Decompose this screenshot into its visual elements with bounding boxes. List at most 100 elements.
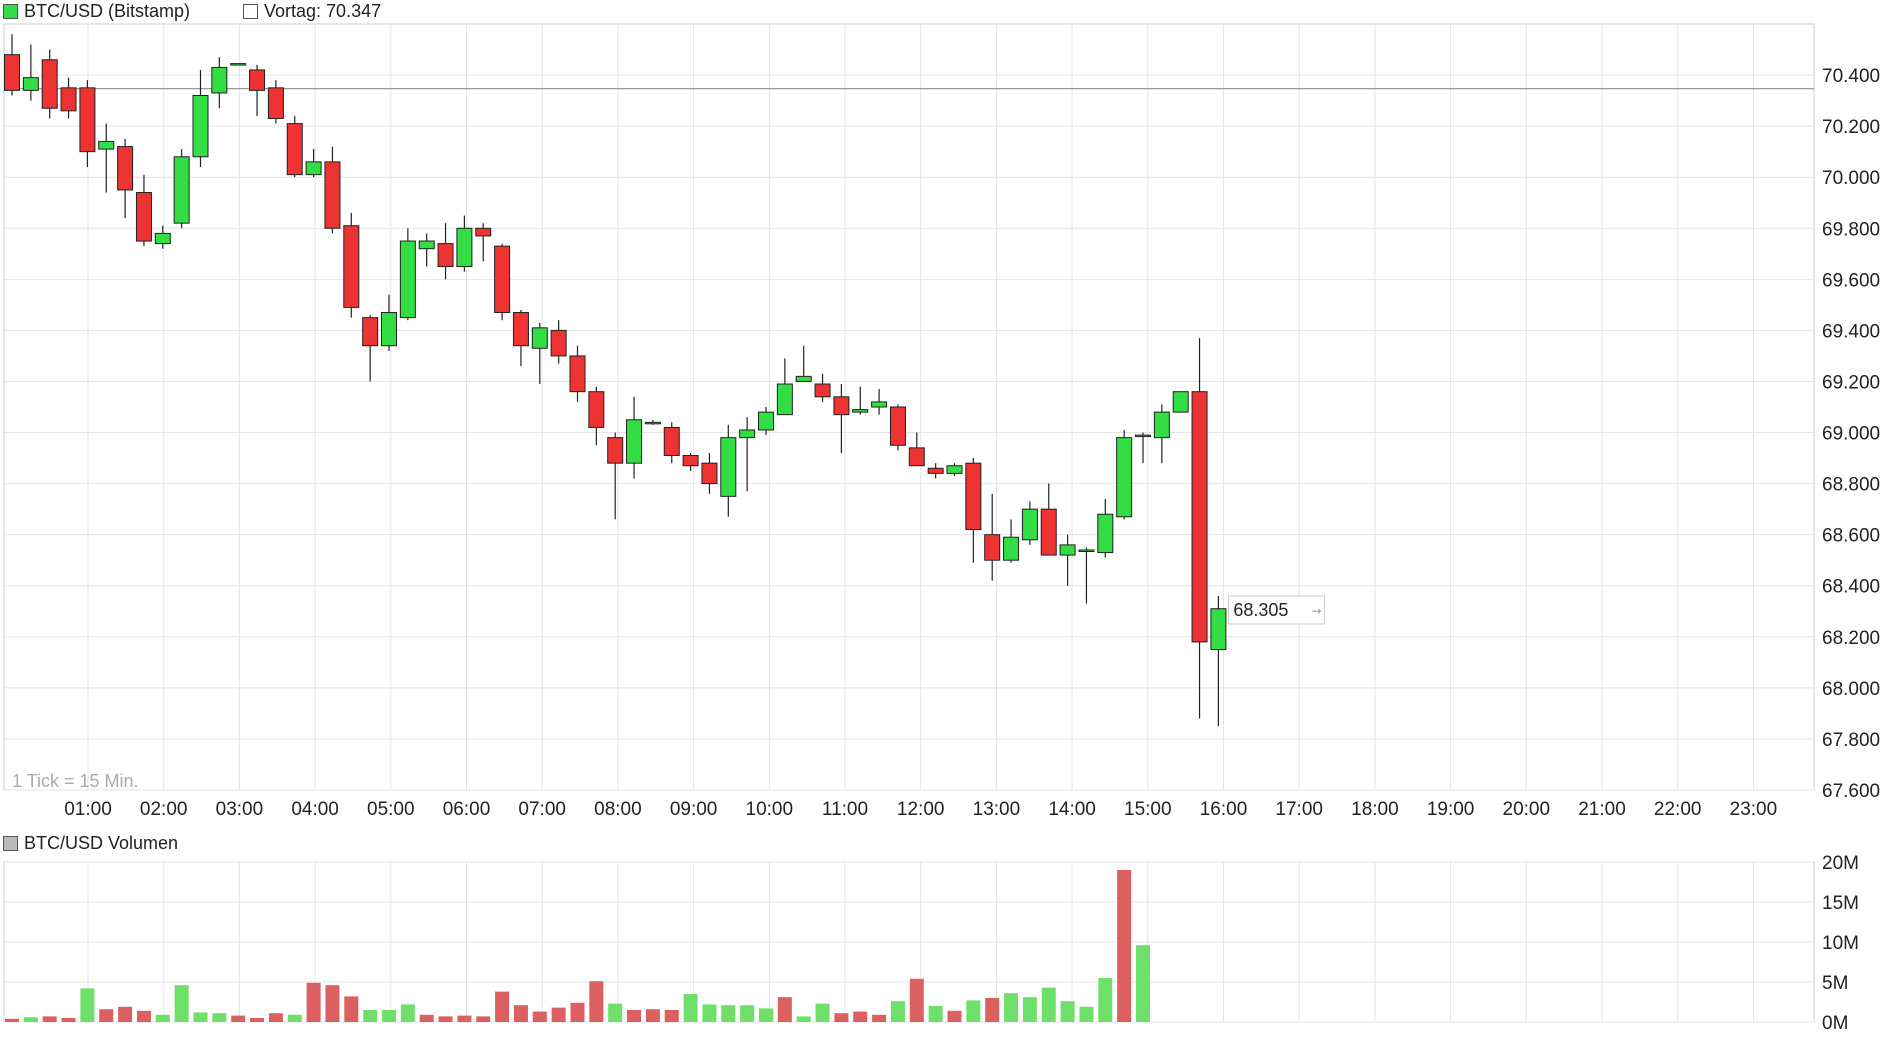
volume-bar — [513, 1005, 528, 1022]
volume-bar — [759, 1008, 773, 1022]
candle — [456, 215, 473, 272]
volume-bar — [99, 1009, 114, 1022]
candle — [814, 373, 831, 402]
candle-body-down — [927, 467, 944, 474]
candle — [1135, 432, 1151, 464]
volume-bar — [589, 981, 604, 1022]
candle-body-up — [211, 66, 228, 94]
volume-bar — [1098, 978, 1113, 1022]
volume-bar — [212, 1013, 227, 1022]
candle — [154, 225, 171, 249]
x-tick-label: 11:00 — [822, 799, 868, 820]
volume-bar — [155, 1014, 170, 1022]
candle — [1003, 519, 1020, 563]
candle-body-up — [230, 63, 247, 66]
candle — [494, 243, 511, 321]
candle-body-up — [1135, 434, 1151, 438]
x-tick-label: 17:00 — [1275, 799, 1323, 820]
volume-bar — [495, 991, 510, 1022]
symbol-label: BTC/USD (Bitstamp) — [24, 1, 191, 21]
volume-bar — [476, 1016, 491, 1022]
candle-body-down — [135, 192, 152, 242]
candle — [644, 419, 661, 425]
volume-bars — [5, 870, 1150, 1022]
x-tick-label: 14:00 — [1048, 799, 1096, 820]
price-tick-label: 70.000 — [1822, 168, 1880, 189]
candle — [98, 123, 115, 193]
candle — [531, 322, 548, 385]
x-tick-label: 01:00 — [64, 799, 112, 820]
candle — [135, 174, 152, 247]
candle-body-down — [286, 123, 303, 176]
candle-body-up — [739, 429, 756, 439]
candle-body-down — [984, 534, 1001, 561]
price-tick-label: 68.800 — [1822, 475, 1880, 496]
candle-body-down — [1040, 508, 1057, 556]
candle — [776, 358, 793, 416]
candle — [230, 63, 247, 66]
price-tick-label: 68.000 — [1822, 679, 1880, 700]
volume-bar — [1136, 945, 1150, 1022]
grid — [3, 23, 1815, 1023]
candle — [267, 80, 284, 124]
x-tick-label: 04:00 — [291, 799, 339, 820]
candle-body-up — [1021, 508, 1038, 541]
volume-bar — [777, 997, 792, 1022]
candle-body-up — [399, 240, 416, 319]
candle — [1059, 534, 1076, 586]
candle-body-down — [512, 312, 529, 347]
volume-bar — [231, 1015, 246, 1022]
candle — [550, 320, 567, 364]
volume-bar — [890, 1001, 905, 1022]
candle — [720, 424, 737, 517]
candle — [1097, 498, 1114, 558]
volume-bar — [287, 1014, 302, 1022]
candle — [795, 345, 812, 382]
candle-body-up — [1078, 549, 1095, 552]
volume-bar — [1079, 1006, 1094, 1022]
candle — [1040, 483, 1057, 556]
candle-body-down — [117, 146, 134, 191]
candle — [60, 77, 77, 119]
candle-body-down — [267, 87, 284, 119]
candle-body-up — [852, 409, 869, 413]
volume-bar — [268, 1013, 283, 1022]
candle-body-down — [4, 54, 20, 91]
candle — [437, 223, 454, 280]
last-price-tag: 68.305 → — [1227, 595, 1325, 625]
candle-body-up — [173, 156, 190, 224]
candle — [871, 389, 888, 415]
volume-bar — [721, 1005, 736, 1022]
candle-body-up — [946, 465, 963, 474]
candle-body-up — [1172, 391, 1189, 413]
volume-tick-label: 10M — [1822, 933, 1859, 954]
volume-bar — [325, 985, 340, 1022]
x-tick-label: 18:00 — [1351, 799, 1399, 820]
candle-body-down — [41, 59, 58, 109]
candle-body-up — [1153, 411, 1170, 439]
candle-body-up — [758, 411, 774, 431]
candle-body-up — [98, 140, 115, 150]
candle — [569, 345, 586, 402]
volume-bar — [664, 1010, 679, 1022]
candle — [41, 49, 58, 119]
candle-body-down — [833, 396, 850, 416]
prev-close-swatch-icon — [243, 4, 258, 19]
candle — [701, 452, 718, 494]
candle — [286, 115, 303, 178]
candle-body-up — [22, 77, 39, 91]
price-tick-label: 68.600 — [1822, 526, 1880, 547]
x-tick-label: 08:00 — [594, 799, 642, 820]
candle — [1021, 501, 1038, 545]
candle — [4, 34, 20, 96]
candle-body-up — [626, 419, 643, 464]
legend-symbol: BTC/USD (Bitstamp) — [3, 1, 190, 22]
candle-body-down — [343, 225, 360, 308]
candle — [22, 44, 39, 101]
volume-bar — [1022, 997, 1037, 1022]
candle-body-down — [362, 317, 379, 347]
price-plot-frame — [3, 23, 1815, 791]
candle-body-down — [682, 455, 699, 467]
candle-body-up — [1210, 608, 1227, 651]
